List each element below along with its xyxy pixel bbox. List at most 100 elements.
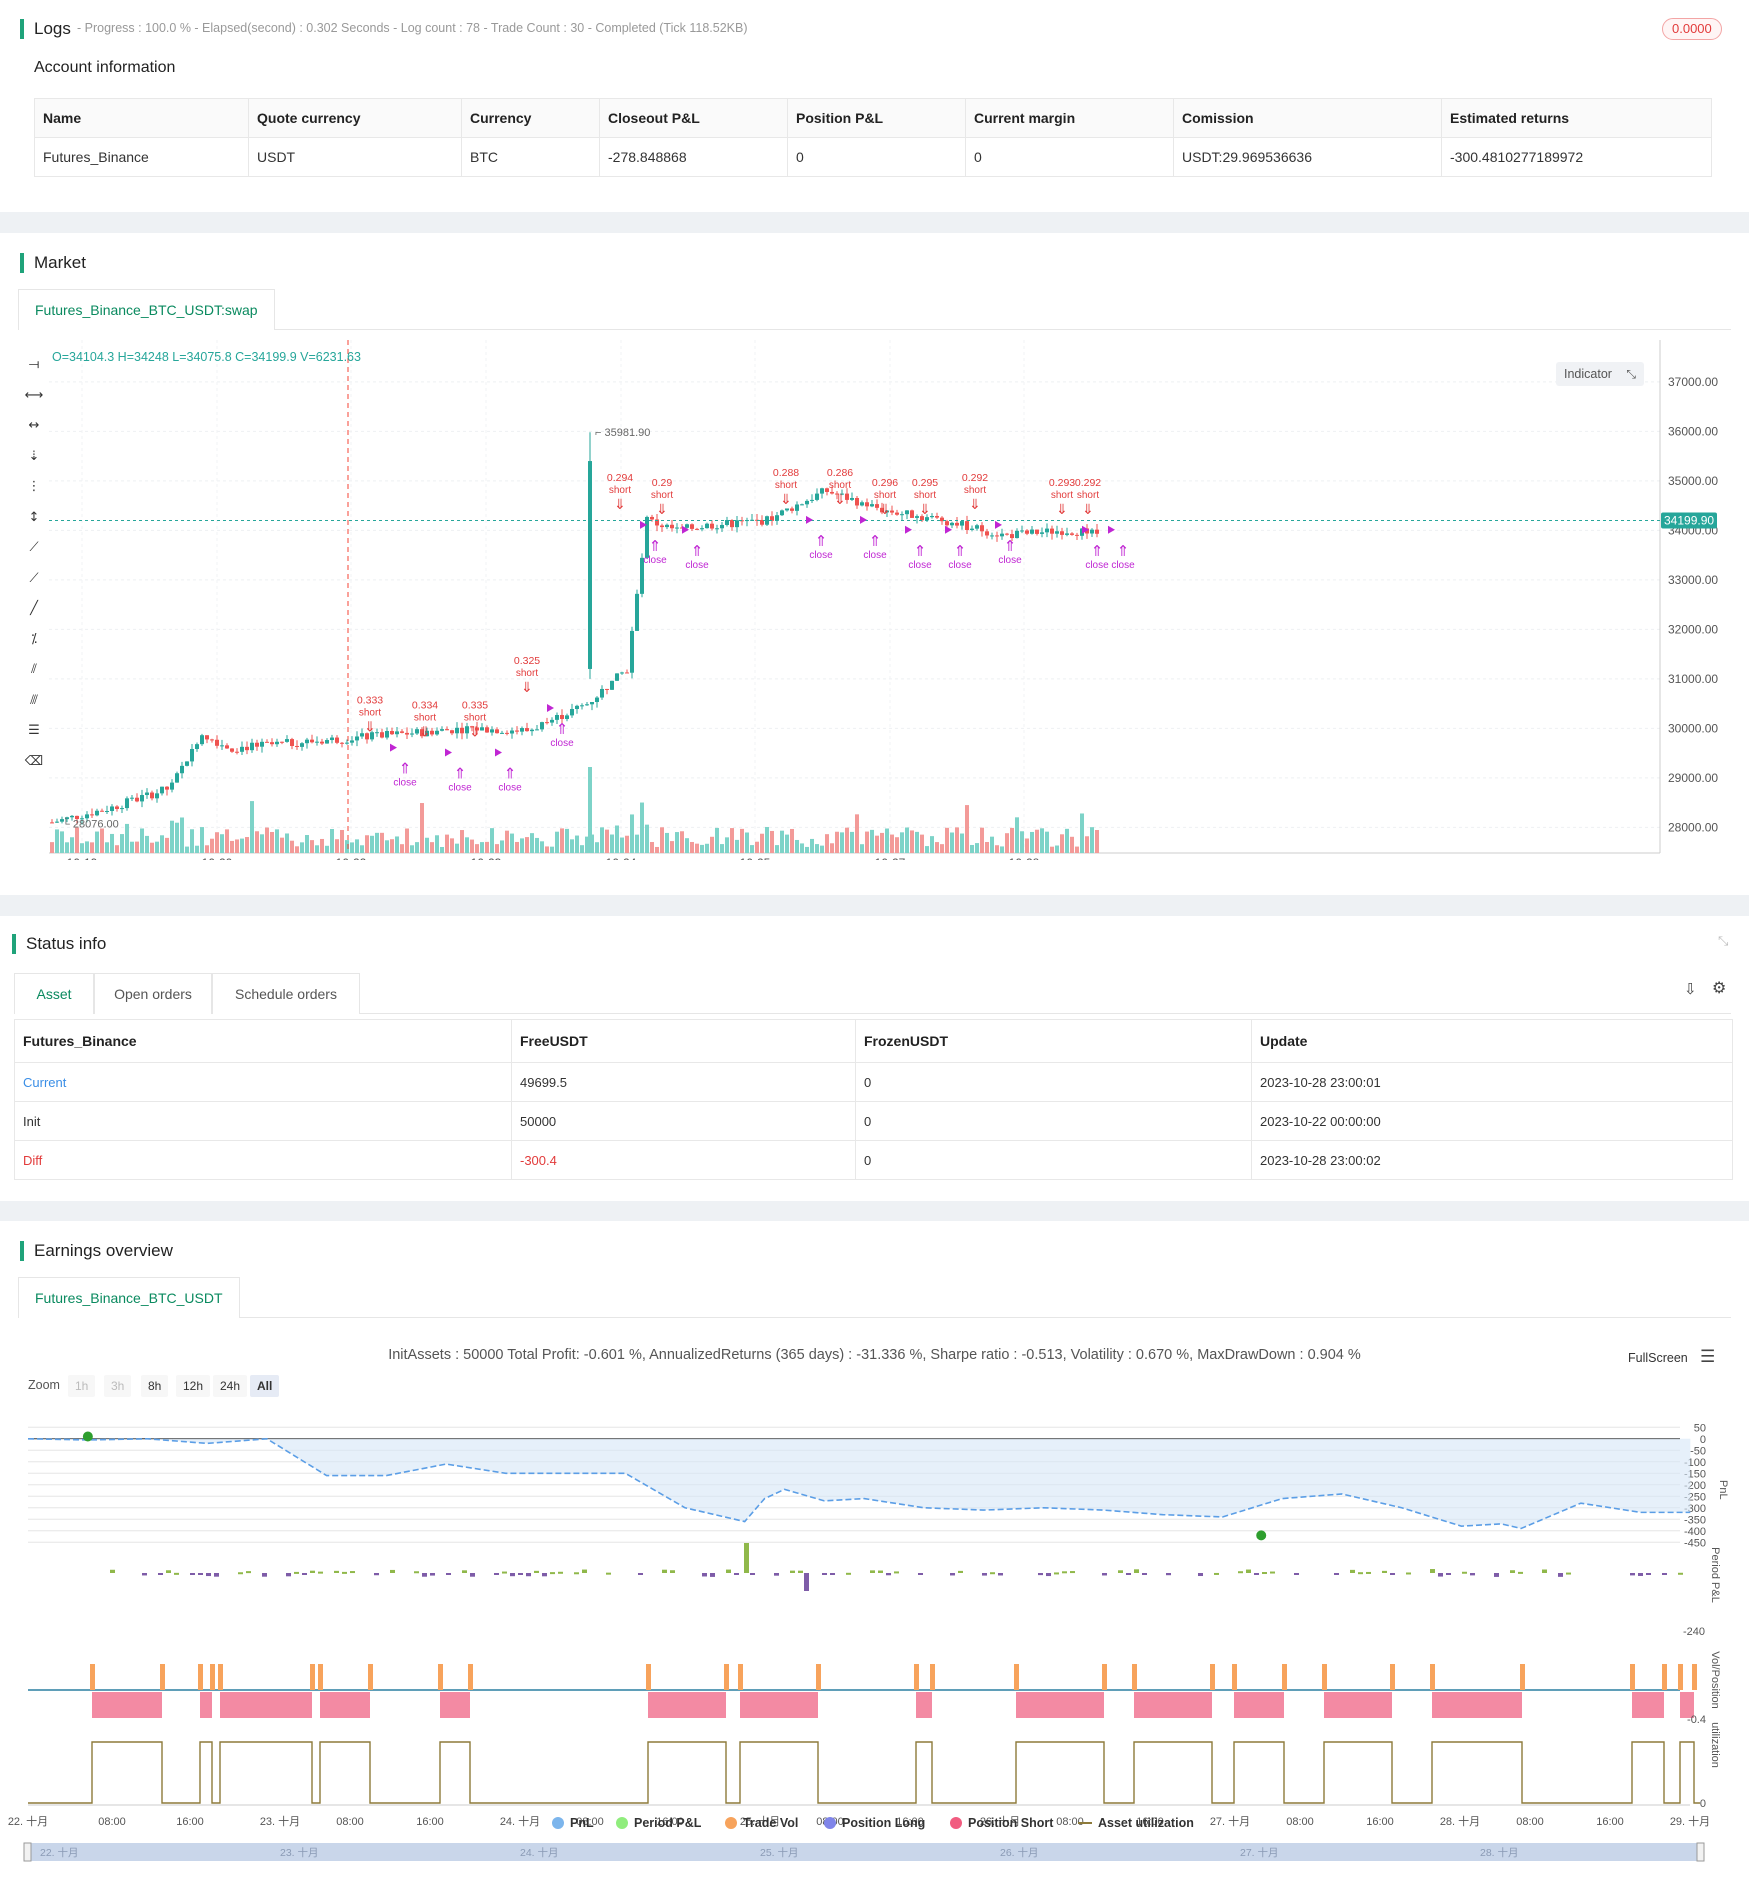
legend-position-long[interactable]: Position Long (824, 1816, 925, 1830)
period-bar (870, 1570, 875, 1573)
volume-bar (165, 837, 169, 853)
hamburger-menu-icon[interactable]: ☰ (1700, 1347, 1716, 1367)
legend-position-short[interactable]: Position Short (950, 1816, 1053, 1830)
asset-table: Futures_Binance FreeUSDT FrozenUSDT Upda… (14, 1019, 1733, 1180)
period-bar (526, 1573, 531, 1577)
zoom-1h-button[interactable]: 1h (68, 1375, 96, 1397)
candle-body (1025, 530, 1029, 534)
collapse-icon[interactable]: ⤡ (1718, 934, 1729, 949)
vertical-line-icon[interactable]: ⇣ (28, 448, 40, 464)
legend-asset-utilization[interactable]: Asset utilization (1078, 1816, 1194, 1830)
fullscreen-label[interactable]: FullScreen (1628, 1351, 1688, 1365)
candle-body (635, 593, 639, 631)
candle-body (145, 792, 149, 796)
zoom-8h-button[interactable]: 8h (141, 1375, 169, 1397)
candle-body (975, 525, 979, 529)
trend-line-icon[interactable]: ⟋ (29, 540, 39, 555)
candlestick-chart[interactable]: 37000.0036000.0035000.0034000.0033000.00… (0, 340, 1749, 860)
short-arrow-icon: ⇓ (780, 492, 792, 508)
arrow-line-icon[interactable]: ↔ (28, 418, 40, 433)
volume-bar (995, 845, 999, 853)
trash-icon[interactable]: ⌫ (24, 753, 44, 769)
segment-icon[interactable]: ╱ (30, 601, 38, 616)
legend-period-pnl[interactable]: Period P&L (616, 1816, 701, 1830)
volume-bar (1010, 827, 1014, 853)
market-symbol-tab[interactable]: Futures_Binance_BTC_USDT:swap (18, 289, 275, 330)
candle-body (515, 730, 519, 732)
vertical-dots-icon[interactable]: ⋮ (27, 479, 41, 494)
candle-body (790, 508, 794, 511)
candle-body (330, 737, 334, 741)
earnings-chart[interactable]: 500-50-100-150-200-250-300-350-400-450Pn… (0, 1405, 1749, 1899)
entry-triangle-icon (995, 520, 1002, 529)
trade-vol-bar (368, 1664, 373, 1690)
earnings-symbol-tab[interactable]: Futures_Binance_BTC_USDT (18, 1277, 240, 1318)
price-label-icon[interactable]: ⁒ (31, 631, 37, 647)
period-bar (894, 1571, 899, 1574)
short-arrow-icon: ⇓ (1056, 502, 1068, 518)
cloud-download-icon[interactable]: ⇩ (1684, 980, 1697, 998)
tab-schedule-orders[interactable]: Schedule orders (212, 973, 360, 1014)
pitchfork-icon[interactable]: ⫻ (30, 692, 38, 708)
signal-value: 0.295 (912, 477, 938, 489)
zoom-12h-button[interactable]: 12h (176, 1375, 211, 1397)
tab-open-orders[interactable]: Open orders (94, 973, 212, 1014)
period-bar (1646, 1573, 1651, 1575)
row-label-current[interactable]: Current (14, 1062, 512, 1102)
volume-bar (860, 844, 864, 853)
volume-bar (660, 827, 664, 853)
period-bar (1366, 1571, 1371, 1574)
volume-bar (205, 845, 209, 853)
zoom-all-button[interactable]: All (250, 1375, 280, 1397)
period-bar (710, 1573, 715, 1577)
volume-bar (785, 834, 789, 853)
vertical-arrow-icon[interactable]: ↕ (28, 509, 40, 525)
candle-body (1095, 529, 1099, 534)
pnl-tick-label: -50 (1690, 1445, 1706, 1457)
volume-bar (520, 838, 524, 853)
fib-icon[interactable]: ☰ (28, 723, 40, 738)
volume-bar (875, 835, 879, 853)
col-exchange: Futures_Binance (14, 1019, 512, 1063)
zoom-24h-button[interactable]: 24h (213, 1375, 248, 1397)
candle-body (245, 746, 249, 751)
close-arrow-icon: ⇑ (815, 532, 828, 550)
volume-bar (960, 833, 964, 853)
x-tick-label: 10-23 (471, 856, 502, 860)
parallel-channel-icon[interactable]: ⫽ (31, 662, 37, 677)
volume-bar (170, 820, 174, 853)
settings-gear-icon[interactable]: ⚙ (1712, 978, 1727, 997)
ray-icon[interactable]: ⟋ (29, 570, 39, 586)
close-arrow-icon: ⇑ (691, 542, 704, 560)
candle-body (450, 730, 454, 734)
legend-swatch (616, 1817, 628, 1829)
volume-bar (790, 828, 794, 853)
period-bar (238, 1572, 243, 1575)
cell: -278.848868 (599, 137, 788, 177)
col-name: Name (34, 98, 249, 138)
legend-pnl[interactable]: PnL (552, 1816, 594, 1830)
candle-body (80, 818, 84, 820)
short-arrow-icon: ⇓ (364, 720, 376, 736)
candle-body (535, 729, 539, 731)
volume-bar (895, 837, 899, 853)
col-currency: Currency (461, 98, 600, 138)
period-bar (518, 1573, 523, 1575)
legend-trade-vol[interactable]: Trade Vol (725, 1816, 798, 1830)
candle-body (405, 732, 409, 735)
zoom-3h-button[interactable]: 3h (104, 1375, 132, 1397)
volume-bar (890, 834, 894, 853)
signal-close-label: close (863, 550, 887, 561)
cell: 0 (787, 137, 966, 177)
dot-line-icon[interactable]: ⟷ (24, 387, 44, 403)
crosshair-h-icon[interactable]: ⟞ (28, 357, 40, 372)
indicator-button[interactable]: Indicator ⤡ (1556, 362, 1644, 386)
y-tick-label: 30000.00 (1668, 721, 1718, 735)
volume-bar (210, 838, 214, 853)
candle-body (255, 742, 259, 747)
volume-bar (575, 835, 579, 853)
tab-asset[interactable]: Asset (14, 973, 94, 1014)
entry-triangle-icon (1108, 525, 1115, 534)
candle-body (955, 522, 959, 526)
x-tick-label: 27. 十月 (1210, 1814, 1250, 1828)
